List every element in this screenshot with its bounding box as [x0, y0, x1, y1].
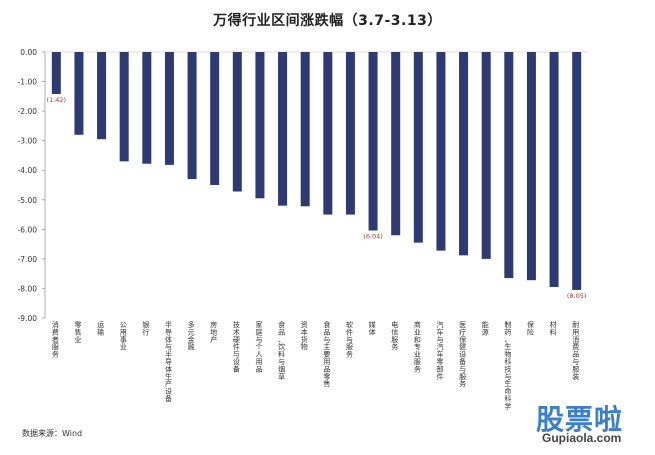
x-tick-label: 公用事业 — [120, 321, 127, 351]
x-tick-label: 电信服务 — [391, 320, 398, 351]
x-tick-label: 食品与主要用品零售 — [323, 320, 330, 388]
chart-title: 万得行业区间涨跌幅（3.7-3.13） — [213, 13, 442, 29]
bar — [572, 52, 582, 290]
y-tick-label: -7.00 — [18, 255, 38, 264]
y-tick-label: -9.00 — [18, 314, 38, 323]
bar — [504, 52, 514, 279]
x-tick-label: 耐用消费品与服装 — [572, 320, 579, 381]
x-tick-label: 零售业 — [74, 321, 81, 344]
bar — [413, 52, 423, 243]
y-tick-label: -3.00 — [18, 137, 38, 146]
x-tick-label: 房地产 — [210, 320, 217, 344]
y-tick-label: -1.00 — [18, 78, 38, 87]
y-tick-label: -6.00 — [18, 225, 38, 234]
bar — [300, 52, 310, 207]
y-tick-label: -2.00 — [18, 107, 38, 116]
y-tick-label: -5.00 — [18, 196, 38, 205]
x-tick-label: 材料 — [550, 320, 557, 336]
x-tick-label: 汽车与汽车零部件 — [436, 320, 443, 381]
bar — [142, 52, 152, 164]
y-tick-label: 0.00 — [20, 48, 37, 57]
bar — [255, 52, 265, 199]
x-tick-label: 保险 — [527, 320, 534, 336]
watermark-logo: 股票啦 Gupiaola.com — [536, 398, 646, 448]
bar — [232, 52, 242, 192]
y-tick-label: -4.00 — [18, 166, 38, 175]
bar — [119, 52, 129, 162]
data-labels: (1.42) (6.04) (8.05) — [47, 96, 587, 300]
bar — [436, 52, 446, 251]
bar — [278, 52, 288, 206]
x-axis-labels: 消费者服务 零售业 运输 公用事业 银行 半导体与半导体生产设备 多元金融 房地产 技术硬件与设… — [52, 320, 579, 410]
x-tick-label: 技术硬件与设备 — [233, 320, 240, 373]
bar — [459, 52, 469, 256]
data-label: (1.42) — [47, 96, 67, 104]
x-tick-label: 商业和专业服务 — [414, 320, 421, 373]
bar — [164, 52, 174, 165]
bar — [187, 52, 197, 180]
bar — [51, 52, 61, 94]
x-tick-label: 软件与服务 — [346, 320, 353, 359]
x-tick-label: 能源 — [482, 320, 489, 336]
x-tick-label: 多元金融 — [188, 320, 195, 351]
data-label: (8.05) — [567, 292, 587, 300]
bar — [391, 52, 401, 236]
x-tick-label: 医疗保健设备与服务 — [459, 321, 466, 388]
bar — [345, 52, 355, 215]
bar — [549, 52, 559, 287]
bar — [210, 52, 220, 185]
y-tick-label: -8.00 — [18, 284, 38, 293]
source-note: 数据来源：Wind — [22, 429, 83, 438]
bar — [323, 52, 333, 215]
watermark-site: Gupiaola.com — [542, 431, 622, 445]
x-tick-label: 资本货物 — [301, 320, 308, 351]
x-tick-label: 食品、饮料与烟草 — [278, 320, 285, 381]
x-tick-label: 消费者服务 — [52, 320, 59, 359]
bar — [368, 52, 378, 231]
x-tick-label: 媒体 — [369, 320, 376, 336]
bar — [481, 52, 491, 259]
bars — [51, 52, 582, 290]
x-tick-label: 家庭与个人用品 — [255, 320, 262, 373]
x-tick-label: 半导体与半导体生产设备 — [165, 320, 172, 403]
x-tick-label: 银行 — [142, 320, 149, 336]
data-label: (6.04) — [363, 233, 383, 241]
y-axis: 0.00 -1.00 -2.00 -3.00 -4.00 -5.00 -6.00 -7.00 -… — [18, 48, 588, 323]
x-tick-label: 制药、生物科技与生命科学 — [504, 320, 511, 410]
x-tick-label: 运输 — [97, 321, 104, 336]
bar — [526, 52, 536, 281]
watermark-text: 股票啦 — [536, 403, 624, 436]
bar — [97, 52, 107, 140]
bar — [74, 52, 84, 135]
